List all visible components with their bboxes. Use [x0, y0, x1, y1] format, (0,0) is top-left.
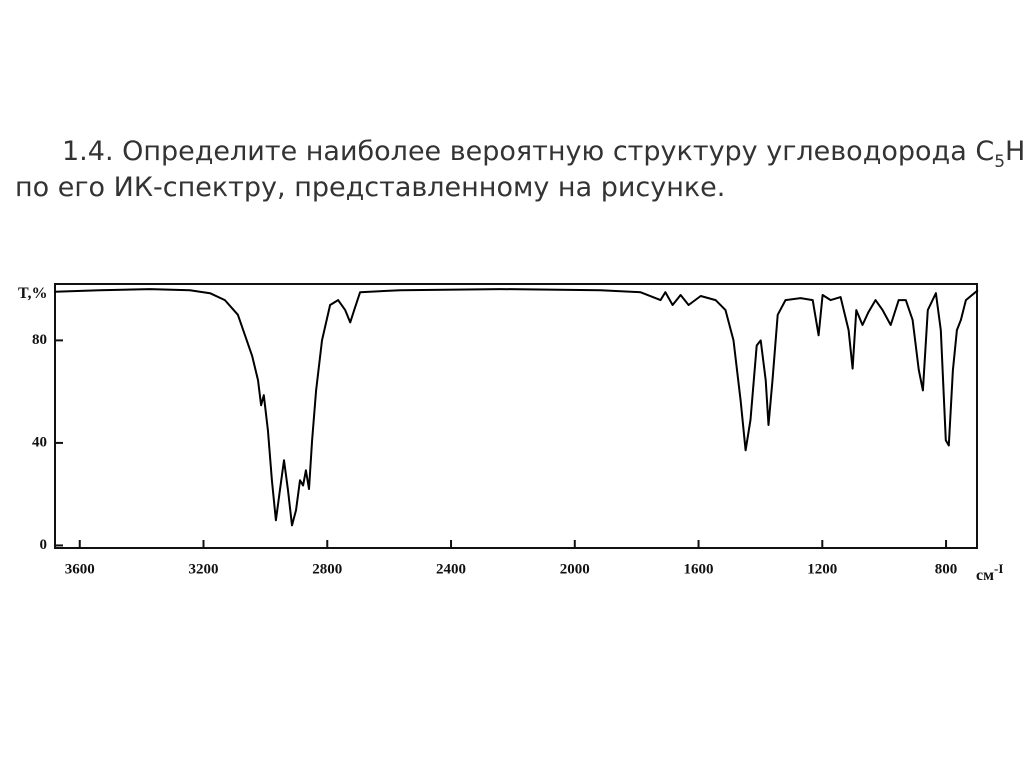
x-tick-label: 1600 — [684, 561, 714, 577]
text: H — [1005, 136, 1024, 167]
x-tick-label: 2800 — [312, 561, 342, 577]
x-tick-label: 2400 — [436, 561, 466, 577]
y-tick-label: 40 — [32, 434, 47, 450]
y-axis-label: T,% — [18, 285, 47, 302]
x-axis-label: см-I — [976, 561, 1003, 584]
subscript: 5 — [994, 152, 1005, 172]
task-line-2: по его ИК-спектру, представленному на ри… — [15, 172, 725, 203]
x-tick-label: 3200 — [189, 561, 219, 577]
x-tick-label: 3600 — [65, 561, 95, 577]
task-line-1: 1.4. Определите наиболее вероятную струк… — [62, 136, 1024, 172]
x-tick-label: 800 — [935, 561, 958, 577]
x-tick-label: 1200 — [807, 561, 837, 577]
plot-frame — [54, 283, 978, 549]
y-tick-label: 0 — [40, 537, 48, 553]
superscript: -I — [994, 561, 1003, 576]
text: см — [976, 567, 994, 584]
text: 1.4. Определите наиболее вероятную струк… — [62, 136, 994, 167]
spectrum-line — [54, 288, 979, 527]
y-tick-label: 80 — [32, 332, 47, 348]
x-tick-label: 2000 — [560, 561, 590, 577]
